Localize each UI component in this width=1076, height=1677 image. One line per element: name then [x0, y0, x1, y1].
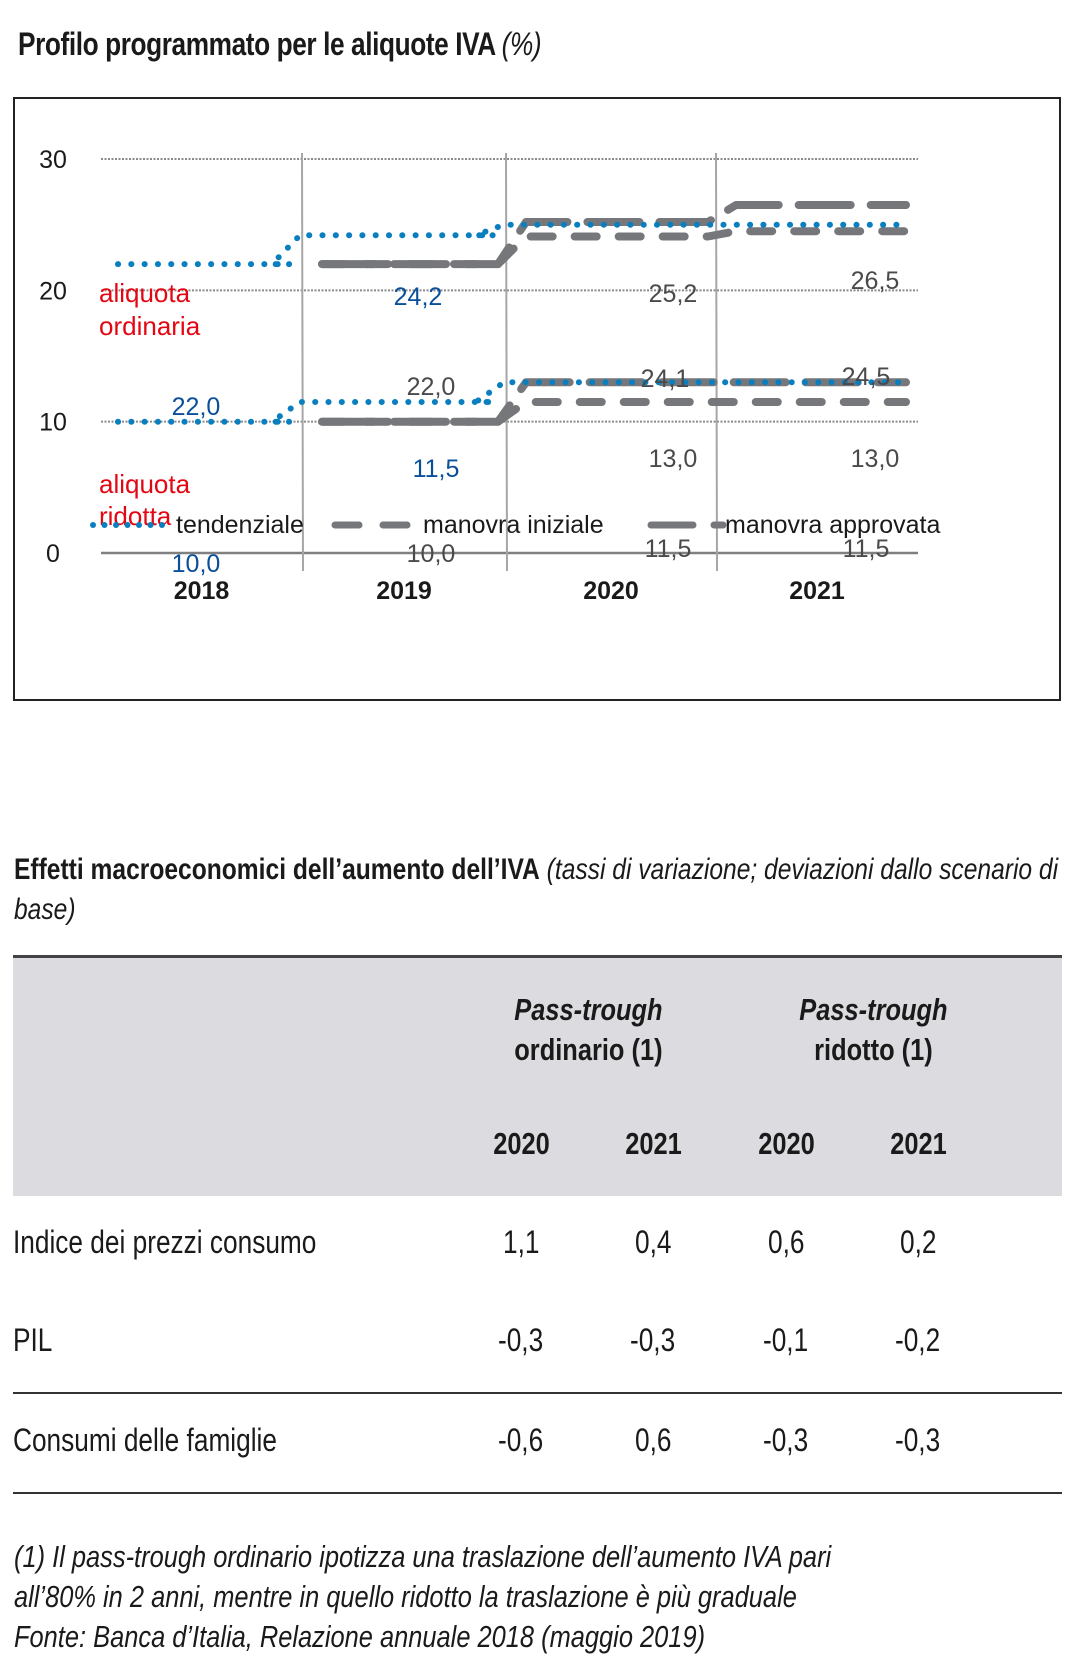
table-title-subtitle: (tassi di variazione; deviazioni dallo s…: [14, 853, 1059, 926]
year-separator: [505, 152, 508, 572]
table-header: Pass-trough ordinario (1) Pass-trough rido…: [13, 955, 1062, 1196]
group-header-ridotto: Pass-trough ridotto (1): [748, 990, 998, 1070]
footnotes: (1) Il pass-trough ordinario ipotizza un…: [14, 1537, 1011, 1657]
legend-dot: [136, 522, 142, 528]
macro-effects-table: Pass-trough ordinario (1) Pass-trough rido…: [13, 955, 1062, 1494]
cell-value: -0,1: [763, 1322, 809, 1358]
chart-frame: [13, 97, 1061, 701]
value-label: 22,0: [172, 393, 221, 421]
series-line-aliquota-ridotta-manovra-iniziale: [318, 398, 910, 426]
legend-dot: [147, 522, 154, 528]
y-tick-label: 0: [46, 540, 60, 568]
series-line-aliquota-ordinaria-manovra-approvata: [318, 201, 910, 269]
table-title: Effetti macroeconomici dell’aumento dell…: [14, 850, 1064, 930]
table-row: Consumi delle famiglie -0,6 0,6 -0,3 -0,…: [13, 1394, 1062, 1494]
cell-value: 0,2: [899, 1224, 937, 1260]
x-tick-label: 2019: [376, 577, 432, 605]
legend-label: manovra iniziale: [423, 511, 604, 539]
year-header: 2020: [757, 1126, 815, 1161]
value-label: 22,0: [407, 373, 456, 401]
y-tick-label: 30: [39, 146, 67, 174]
y-tick-label: 10: [39, 409, 67, 437]
footnote-line: all’80% in 2 anni, mentre in quello rido…: [14, 1579, 797, 1614]
row-label: Indice dei prezzi consumo: [13, 1224, 317, 1260]
cell-value: -0,3: [763, 1422, 809, 1458]
row-label: PIL: [13, 1322, 53, 1358]
legend-label: manovra approvata: [725, 511, 941, 539]
source-line: Fonte: Banca d’Italia, Relazione annuale…: [14, 1619, 706, 1654]
value-label: 24,1: [641, 365, 690, 393]
x-tick-label: 2018: [174, 577, 230, 605]
chart-title: Profilo programmato per le aliquote IVA …: [18, 26, 542, 63]
legend-label: tendenziale: [176, 511, 304, 539]
value-label: 11,5: [413, 455, 460, 483]
group-header-italic: Pass-trough: [513, 992, 663, 1027]
group-header-ordinario: Pass-trough ordinario (1): [463, 990, 713, 1070]
value-label: 24,5: [842, 363, 891, 391]
table-row: PIL -0,3 -0,3 -0,1 -0,2: [13, 1294, 1062, 1394]
year-separator: [301, 152, 304, 572]
group-header-label: ordinario (1): [513, 1032, 663, 1067]
table-row: Indice dei prezzi consumo 1,1 0,4 0,6 0,…: [13, 1196, 1062, 1294]
cell-value: -0,3: [895, 1422, 941, 1458]
value-label: 26,5: [851, 267, 900, 295]
value-label: 13,0: [649, 445, 698, 473]
legend-dot: [159, 522, 165, 528]
cell-value: 0,6: [634, 1422, 672, 1458]
cell-value: -0,2: [895, 1322, 941, 1358]
x-tick-label: 2021: [789, 577, 845, 605]
row-label: Consumi delle famiglie: [13, 1422, 277, 1458]
legend-dot: [101, 522, 108, 528]
value-label: 25,2: [649, 280, 698, 308]
year-header: 2021: [624, 1126, 682, 1161]
legend-dot: [124, 522, 131, 528]
group-header-italic: Pass-trough: [798, 992, 948, 1027]
value-label: 10,0: [407, 540, 456, 568]
cell-value: -0,3: [630, 1322, 676, 1358]
value-label: 11,5: [843, 535, 890, 563]
group-header-label: ridotto (1): [813, 1032, 933, 1067]
x-tick-label: 2020: [583, 577, 639, 605]
group-label: aliquota: [99, 278, 191, 308]
year-separator: [715, 152, 718, 572]
y-tick-label: 20: [39, 277, 67, 305]
series-line-aliquota-ordinaria-manovra-iniziale: [318, 227, 910, 269]
group-label: aliquota: [99, 469, 191, 499]
series-line-aliquota-ordinaria-tendenziale: [115, 221, 909, 268]
chart-title-unit: (%): [501, 26, 542, 62]
year-header: 2020: [492, 1126, 550, 1161]
cell-value: -0,3: [498, 1322, 544, 1358]
legend-dot: [113, 522, 119, 528]
group-label: ordinaria: [99, 311, 201, 341]
table-title-main: Effetti macroeconomici dell’aumento dell…: [14, 853, 540, 886]
cell-value: 0,4: [634, 1224, 672, 1260]
year-header: 2021: [889, 1126, 947, 1161]
cell-value: 1,1: [502, 1224, 540, 1260]
value-label: 13,0: [851, 445, 900, 473]
footnote-line: (1) Il pass-trough ordinario ipotizza un…: [14, 1539, 832, 1574]
value-label: 24,2: [394, 283, 443, 311]
cell-value: -0,6: [498, 1422, 544, 1458]
value-label: 10,0: [172, 550, 221, 578]
value-label: 11,5: [645, 535, 692, 563]
legend-dot: [90, 522, 96, 528]
chart-title-main: Profilo programmato per le aliquote IVA: [18, 26, 495, 62]
cell-value: 0,6: [767, 1224, 805, 1260]
